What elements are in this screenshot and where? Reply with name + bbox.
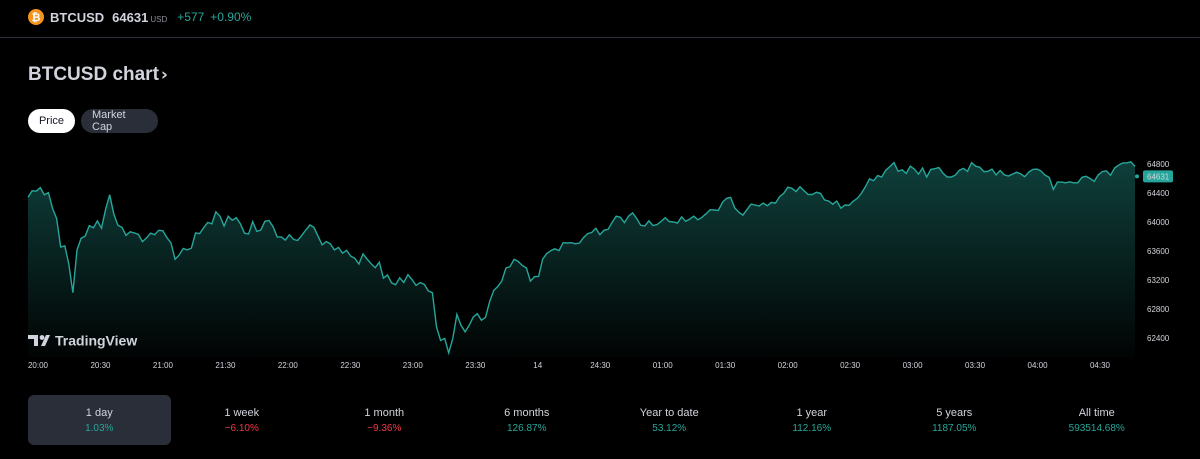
- market-cap-toggle-button[interactable]: Market Cap: [81, 109, 158, 133]
- tradingview-logo: TradingView: [28, 333, 137, 349]
- range-label: All time: [1078, 406, 1115, 419]
- price-series-line: [27, 161, 1136, 356]
- ticker-price: 64631: [112, 9, 149, 25]
- range-change-value: 53.12%: [652, 422, 687, 434]
- range-button-1-day[interactable]: 1 day 1.03%: [28, 395, 171, 445]
- x-tick-label: 01:30: [715, 361, 736, 370]
- last-value-label: 64631: [1147, 172, 1170, 181]
- range-button-year-to-date[interactable]: Year to date 53.12%: [598, 395, 741, 445]
- bitcoin-icon: ₿: [28, 9, 44, 25]
- y-tick-label: 64800: [1147, 160, 1170, 169]
- x-tick-label: 14: [533, 361, 542, 370]
- range-button-1-week[interactable]: 1 week −6.10%: [171, 395, 314, 445]
- x-tick-label: 03:30: [965, 361, 986, 370]
- ticker-change: +577: [177, 10, 205, 24]
- range-selector: 1 day 1.03% 1 week −6.10% 1 month −9.36% 6 mon…: [28, 395, 1168, 445]
- x-tick-label: 04:00: [1028, 361, 1049, 370]
- ticker-currency: USD: [150, 14, 168, 24]
- x-tick-label: 20:00: [28, 361, 49, 370]
- last-price-point: [1135, 174, 1139, 179]
- x-tick-label: 23:00: [403, 361, 424, 370]
- range-label: 6 months: [504, 406, 550, 419]
- last-value-badge: 64631: [1143, 170, 1173, 183]
- x-tick-label: 22:00: [278, 361, 299, 370]
- range-button-5-years[interactable]: 5 years 1187.05%: [883, 395, 1026, 445]
- y-tick-label: 62800: [1147, 305, 1170, 314]
- range-button-1-year[interactable]: 1 year 112.16%: [741, 395, 884, 445]
- x-tick-label: 01:00: [653, 361, 674, 370]
- range-change-value: 1187.05%: [932, 422, 977, 434]
- range-label: 1 week: [224, 406, 260, 419]
- y-tick-label: 64400: [1147, 189, 1170, 198]
- x-tick-label: 03:00: [903, 361, 924, 370]
- x-tick-label: 22:30: [340, 361, 361, 370]
- ticker-bar: ₿ BTCUSD 64631 USD +577 +0.90%: [28, 0, 257, 34]
- range-label: Year to date: [639, 406, 699, 419]
- chart-title-link[interactable]: BTCUSD chart ›: [28, 64, 168, 86]
- y-tick-label: 62400: [1147, 334, 1170, 343]
- range-change-value: −6.10%: [224, 422, 259, 434]
- price-area-fill: [28, 161, 1135, 358]
- x-tick-label: 02:30: [840, 361, 861, 370]
- ticker-change-pct: +0.90%: [210, 10, 252, 24]
- x-tick-label: 21:00: [153, 361, 174, 370]
- header-divider: [0, 37, 1200, 38]
- range-change-value: 126.87%: [507, 422, 547, 434]
- x-tick-label: 24:30: [590, 361, 611, 370]
- range-label: 5 years: [936, 406, 973, 419]
- ticker-symbol[interactable]: BTCUSD: [50, 9, 105, 25]
- range-label: 1 month: [364, 406, 405, 419]
- tradingview-icon: [28, 335, 50, 346]
- range-label: 1 year: [796, 406, 828, 419]
- price-toggle-button[interactable]: Price: [28, 109, 75, 133]
- page-title: BTCUSD chart: [28, 64, 159, 85]
- x-tick-label: 21:30: [215, 361, 236, 370]
- y-tick-label: 63200: [1147, 276, 1170, 285]
- x-tick-label: 04:30: [1090, 361, 1111, 370]
- y-tick-label: 63600: [1147, 247, 1170, 256]
- range-button-6-months[interactable]: 6 months 126.87%: [456, 395, 599, 445]
- x-tick-label: 02:00: [778, 361, 799, 370]
- range-change-value: −9.36%: [367, 422, 402, 434]
- range-button-all-time[interactable]: All time 593514.68%: [1026, 395, 1169, 445]
- x-tick-label: 23:30: [465, 361, 486, 370]
- range-change-value: 112.16%: [792, 422, 832, 434]
- tradingview-watermark: TradingView: [55, 333, 137, 349]
- chevron-right-icon: ›: [160, 65, 168, 85]
- range-change-value: 1.03%: [85, 422, 114, 434]
- range-label: 1 day: [85, 406, 113, 419]
- range-change-value: 593514.68%: [1068, 422, 1125, 434]
- x-tick-label: 20:30: [90, 361, 111, 370]
- tradingview-icon-dot: [39, 335, 45, 340]
- price-chart[interactable]: 64800 64400 64000 63600 63200 62800 62400 64631…: [0, 140, 1200, 380]
- range-button-1-month[interactable]: 1 month −9.36%: [313, 395, 456, 445]
- y-tick-label: 64000: [1147, 218, 1170, 227]
